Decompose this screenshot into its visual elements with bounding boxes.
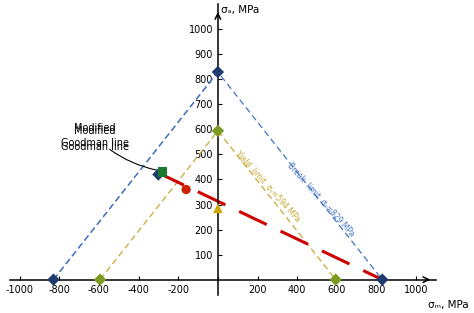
Text: Modified
Goodman line: Modified Goodman line (61, 126, 156, 170)
Text: Yield  limit  σᵥ=594 MPa: Yield limit σᵥ=594 MPa (233, 149, 301, 223)
Point (214, 128, 222, 133)
Text: σₐ, MPa: σₐ, MPa (221, 5, 260, 15)
Point (182, 187, 190, 192)
Point (214, 69, 222, 74)
Point (155, 172, 162, 177)
Point (214, 206, 222, 211)
Point (50, 277, 57, 282)
Text: Goodman line: Goodman line (61, 142, 129, 152)
Point (96, 277, 104, 282)
Point (379, 277, 386, 282)
Text: σₘ, MPa: σₘ, MPa (428, 300, 469, 310)
Point (158, 169, 166, 174)
Text: Break  limit  σᵤ=829 MPa: Break limit σᵤ=829 MPa (286, 162, 356, 238)
Point (332, 277, 339, 282)
Text: Modified: Modified (74, 123, 116, 133)
